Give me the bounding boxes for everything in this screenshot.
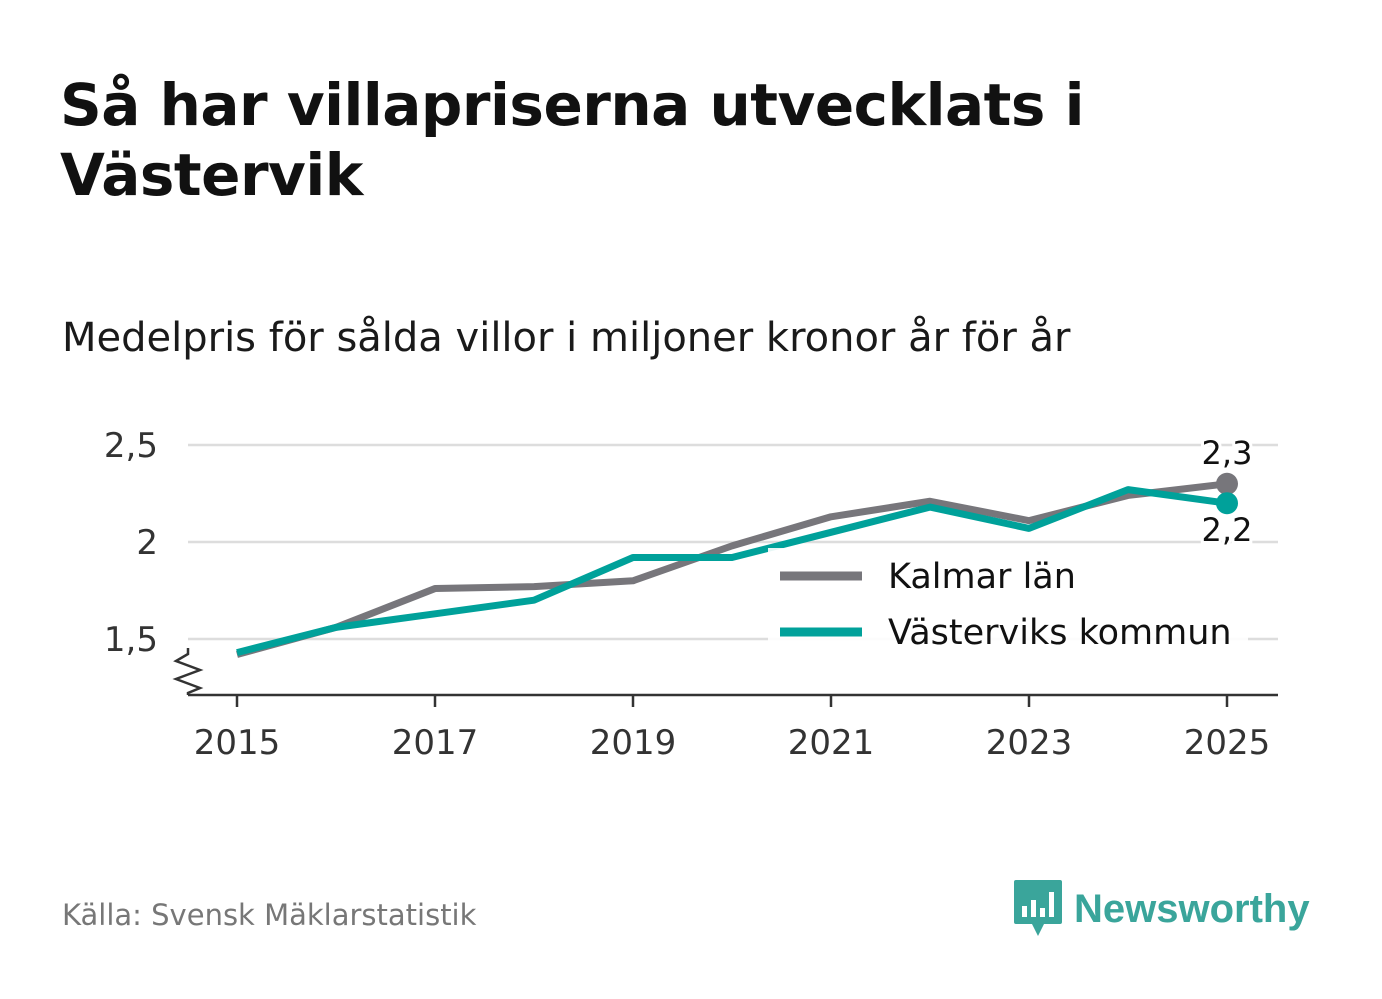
axes: 1,5 2 2,5 2015 2017 2019 2021 2023 2025 <box>104 426 1278 763</box>
chart-subtitle: Medelpris för sålda villor i miljoner kr… <box>62 315 1071 361</box>
x-tick-label: 2015 <box>194 723 281 763</box>
x-tick-label: 2017 <box>392 723 479 763</box>
legend-label-1: Västerviks kommun <box>888 613 1232 653</box>
series-end-point-0 <box>1216 472 1238 495</box>
y-tick-label: 2 <box>136 523 158 563</box>
x-tick-label: 2023 <box>986 723 1073 763</box>
end-label-1: 2,2 <box>1202 511 1253 549</box>
legend: Kalmar län Västerviks kommun <box>768 548 1248 666</box>
x-tick-label: 2021 <box>788 723 875 763</box>
legend-background <box>768 548 1248 666</box>
brand-logo: Newsworthy <box>1012 878 1310 940</box>
series-lines <box>236 472 1238 658</box>
y-tick-label: 2,5 <box>104 426 158 466</box>
y-tick-label: 1,5 <box>104 620 158 660</box>
end-label-0: 2,3 <box>1202 434 1253 472</box>
series-line-1 <box>236 486 1228 656</box>
end-labels: 2,3 2,2 <box>1199 431 1256 552</box>
source-note: Källa: Svensk Mäklarstatistik <box>62 898 477 932</box>
series-end-point-1 <box>1216 492 1238 515</box>
brand-name: Newsworthy <box>1074 886 1310 931</box>
chart-title: Så har villapriserna utvecklats i Väster… <box>60 71 1084 209</box>
x-tick-label: 2025 <box>1184 723 1271 763</box>
axis-break-icon <box>172 648 204 695</box>
x-tick-label: 2019 <box>590 723 677 763</box>
legend-label-0: Kalmar län <box>888 557 1076 597</box>
newsworthy-logo-icon <box>1014 880 1062 936</box>
